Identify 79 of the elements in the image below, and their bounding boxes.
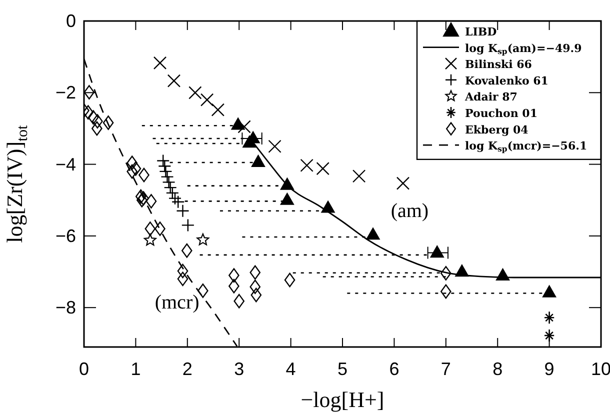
y-tick-label: −2 xyxy=(55,82,76,103)
legend-label: Pouchon 01 xyxy=(465,107,538,120)
point xyxy=(135,189,146,204)
point xyxy=(228,268,240,283)
point xyxy=(84,85,95,100)
point xyxy=(366,227,380,240)
point xyxy=(177,264,188,278)
legend-label: Bilinski 66 xyxy=(465,58,532,72)
y-tick-label: −4 xyxy=(55,154,76,174)
point xyxy=(300,158,314,172)
point xyxy=(144,234,156,246)
point xyxy=(280,192,294,205)
x-tick-label: 9 xyxy=(544,359,554,379)
point xyxy=(126,164,138,179)
point xyxy=(284,272,296,288)
point xyxy=(102,116,114,130)
point xyxy=(130,161,142,176)
point xyxy=(268,140,282,153)
x-tick-label: 7 xyxy=(440,359,451,379)
point xyxy=(352,170,366,183)
x-tick-label: 10 xyxy=(590,359,610,379)
point xyxy=(320,200,336,213)
point xyxy=(196,233,210,246)
point xyxy=(138,168,150,182)
point xyxy=(177,272,188,286)
annotation: (mcr) xyxy=(154,291,200,314)
point xyxy=(181,243,192,258)
legend-label: log K$_{sp}$(am)=−49.9 xyxy=(465,42,582,56)
x-axis-title: −log[H+] xyxy=(300,387,384,412)
point xyxy=(250,280,261,294)
x-tick-label: 2 xyxy=(182,359,192,379)
legend-label: Ekberg 04 xyxy=(465,123,529,136)
point xyxy=(242,135,257,148)
point xyxy=(544,328,555,342)
point xyxy=(88,110,99,125)
point xyxy=(156,154,170,168)
point xyxy=(200,93,214,106)
point xyxy=(544,310,555,324)
point xyxy=(316,162,330,176)
y-tick-label: 0 xyxy=(66,11,76,31)
x-tick-label: 4 xyxy=(286,359,296,379)
x-tick-label: 5 xyxy=(337,359,348,379)
point xyxy=(396,176,410,190)
point xyxy=(250,265,261,280)
legend-label: Adair 87 xyxy=(464,90,518,104)
x-tick-label: 1 xyxy=(130,359,141,379)
point xyxy=(542,284,556,298)
point xyxy=(154,222,166,236)
y-tick-label: −6 xyxy=(55,226,76,246)
point xyxy=(198,284,208,298)
x-tick-label: 8 xyxy=(492,359,503,379)
point xyxy=(168,192,182,205)
point xyxy=(167,74,181,88)
x-tick-label: 3 xyxy=(234,359,244,379)
point xyxy=(250,288,262,302)
point xyxy=(92,114,103,129)
y-tick-label: −8 xyxy=(55,298,76,318)
point xyxy=(211,103,225,116)
point xyxy=(440,284,452,299)
legend-label: LIBD xyxy=(465,26,498,38)
point xyxy=(181,218,195,232)
point xyxy=(440,266,452,280)
point xyxy=(234,294,244,308)
point xyxy=(153,56,167,70)
point xyxy=(430,244,444,258)
point xyxy=(188,86,202,100)
point xyxy=(176,204,190,218)
point xyxy=(238,120,251,134)
legend-label: log K$_{sp}$(mcr)=−56.1 xyxy=(465,140,588,154)
point xyxy=(92,121,102,136)
point xyxy=(146,194,157,208)
annotation: (am) xyxy=(390,200,429,222)
point xyxy=(126,156,138,170)
point xyxy=(144,222,156,236)
point xyxy=(251,154,266,167)
point xyxy=(228,278,240,294)
x-tick-label: 0 xyxy=(78,359,90,379)
legend-label: Kovalenko 61 xyxy=(465,74,548,88)
x-tick-label: 6 xyxy=(389,359,400,379)
